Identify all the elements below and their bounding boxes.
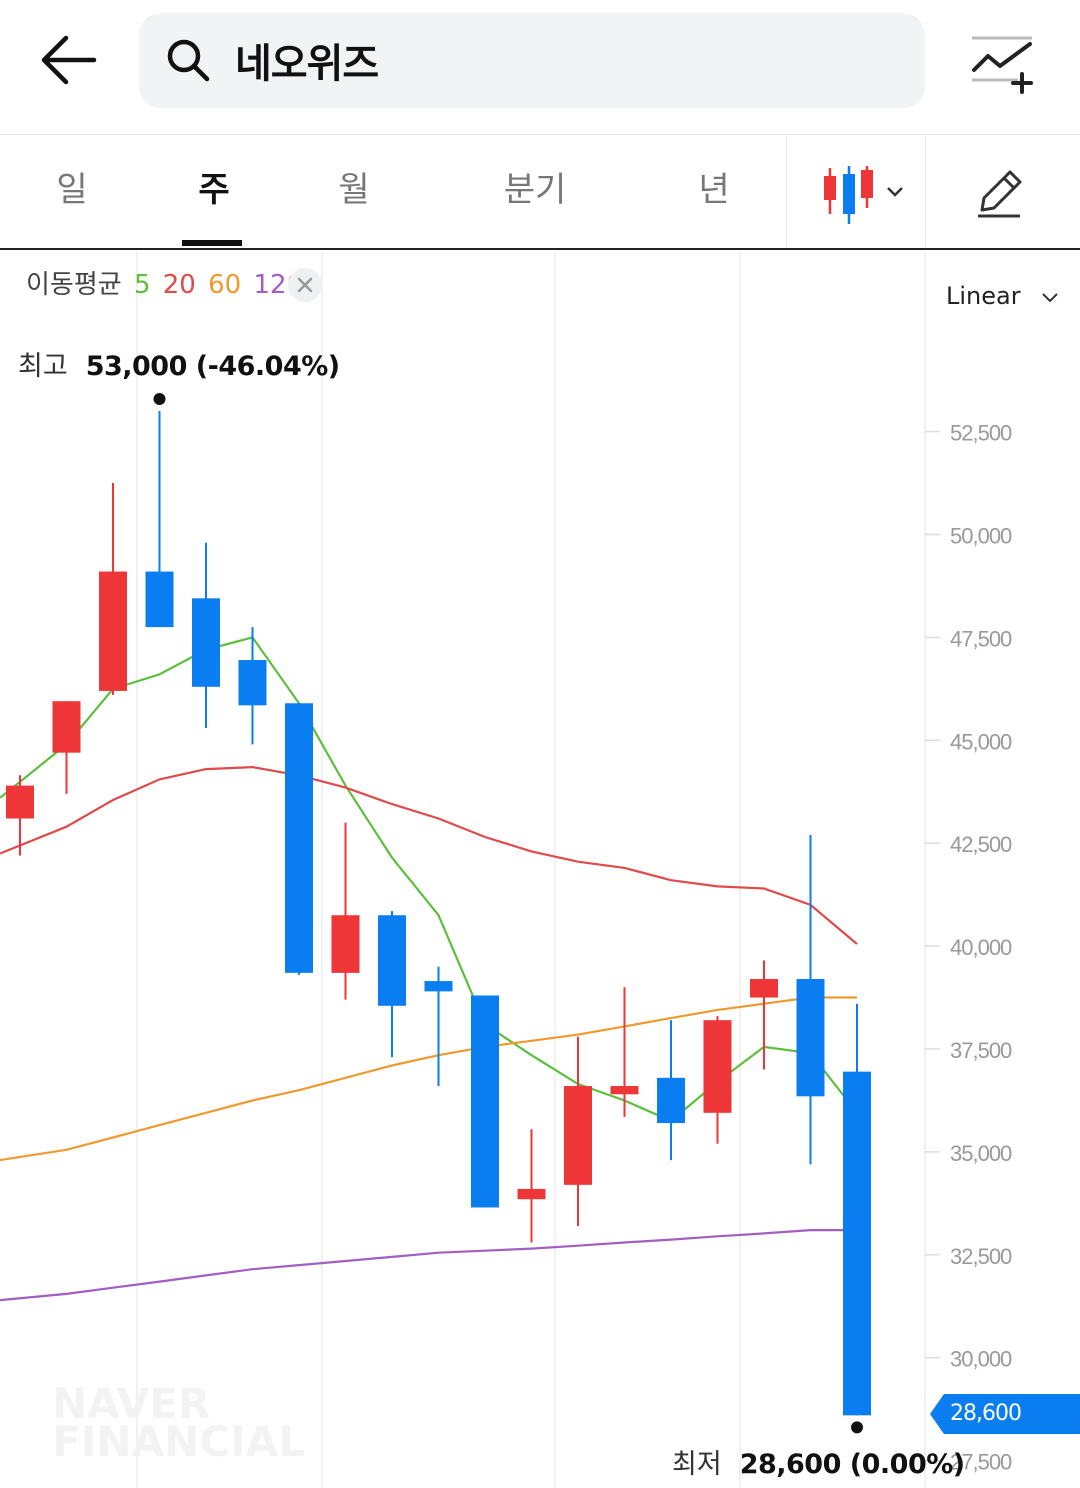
candle-body bbox=[796, 979, 825, 1097]
candle-body bbox=[238, 660, 267, 706]
y-tick-label: 37,500 bbox=[950, 1038, 1012, 1063]
last-price-value: 28,600 bbox=[950, 1401, 1022, 1426]
candle-body bbox=[424, 981, 453, 992]
search-box[interactable]: 네오위즈 bbox=[139, 13, 925, 108]
period-tab-bar: 일 주 월 분기 년 bbox=[0, 136, 1080, 250]
tab-year[interactable]: 년 bbox=[698, 170, 730, 210]
candle-body bbox=[378, 915, 406, 1006]
candle-body bbox=[471, 995, 499, 1208]
watermark-text: FINANCIAL bbox=[52, 1417, 305, 1466]
candle-body bbox=[610, 1086, 639, 1095]
candle-body bbox=[564, 1086, 592, 1185]
tab-month[interactable]: 월 bbox=[338, 170, 370, 210]
candle-body bbox=[750, 979, 778, 998]
y-tick-label: 52,500 bbox=[950, 421, 1012, 446]
y-tick-label: 45,000 bbox=[950, 729, 1012, 754]
y-tick-label: 35,000 bbox=[950, 1141, 1012, 1166]
y-tick-label: 50,000 bbox=[950, 524, 1012, 549]
candle-body bbox=[145, 571, 174, 628]
candle-body bbox=[99, 571, 127, 691]
ma-legend-label: 이동평균 bbox=[26, 270, 122, 300]
candle-body bbox=[6, 785, 34, 819]
candle-body bbox=[192, 598, 220, 687]
chevron-down-icon[interactable] bbox=[1040, 288, 1060, 308]
high-value: 53,000 (-46.04%) bbox=[85, 351, 340, 382]
high-price-label: 최고 53,000 (-46.04%) bbox=[18, 344, 340, 383]
last-price-badge bbox=[930, 1394, 1080, 1434]
candle-body bbox=[517, 1188, 546, 1200]
moving-average-legend: 이동평균 5 20 60 120 bbox=[26, 265, 307, 305]
back-arrow-icon[interactable] bbox=[36, 30, 100, 90]
candle-body bbox=[52, 701, 81, 753]
tab-quarter[interactable]: 분기 bbox=[503, 170, 567, 210]
low-price-label: 최저 28,600 (0.00%) bbox=[672, 1442, 965, 1481]
y-tick-label: 27,500 bbox=[950, 1450, 1012, 1475]
ma-60-label: 60 bbox=[208, 270, 242, 300]
search-query: 네오위즈 bbox=[235, 41, 379, 87]
chart-line-add-icon[interactable] bbox=[968, 30, 1038, 96]
ma-20-label: 20 bbox=[162, 270, 196, 300]
candle-body bbox=[703, 1020, 732, 1113]
ma-5-label: 5 bbox=[133, 270, 151, 300]
candle-body bbox=[657, 1077, 685, 1124]
candle-body bbox=[285, 703, 313, 973]
y-tick-label: 32,500 bbox=[950, 1244, 1012, 1269]
candle-body bbox=[331, 915, 360, 973]
y-tick-label: 47,500 bbox=[950, 626, 1012, 651]
ma-120-line bbox=[0, 1228, 857, 1302]
search-icon bbox=[167, 39, 210, 82]
candle-body bbox=[843, 1071, 871, 1416]
tab-week[interactable]: 주 bbox=[198, 170, 230, 210]
candlestick-icon[interactable] bbox=[818, 162, 910, 226]
ma-20-line bbox=[0, 765, 858, 945]
y-tick-label: 30,000 bbox=[950, 1347, 1012, 1372]
candlestick-chart[interactable]: 52,500 50,000 47,500 45,000 42,500 40,000 37,5… bbox=[0, 252, 1080, 1488]
low-key: 최저 bbox=[672, 1449, 722, 1480]
high-key: 최고 bbox=[18, 351, 68, 382]
close-icon[interactable] bbox=[288, 268, 322, 302]
active-tab-indicator bbox=[182, 240, 242, 246]
top-bar: 네오위즈 bbox=[0, 0, 1080, 135]
y-tick-label: 40,000 bbox=[950, 935, 1012, 960]
divider bbox=[786, 136, 787, 248]
low-marker-dot bbox=[851, 1421, 863, 1434]
y-tick-label: 42,500 bbox=[950, 832, 1012, 857]
divider bbox=[925, 136, 926, 248]
watermark-text: NAVER bbox=[52, 1379, 210, 1428]
low-value: 28,600 (0.00%) bbox=[739, 1449, 965, 1480]
scale-select[interactable]: Linear bbox=[946, 282, 1021, 310]
pencil-icon[interactable] bbox=[972, 164, 1026, 220]
tab-day[interactable]: 일 bbox=[56, 170, 88, 210]
high-marker-dot bbox=[153, 393, 166, 406]
